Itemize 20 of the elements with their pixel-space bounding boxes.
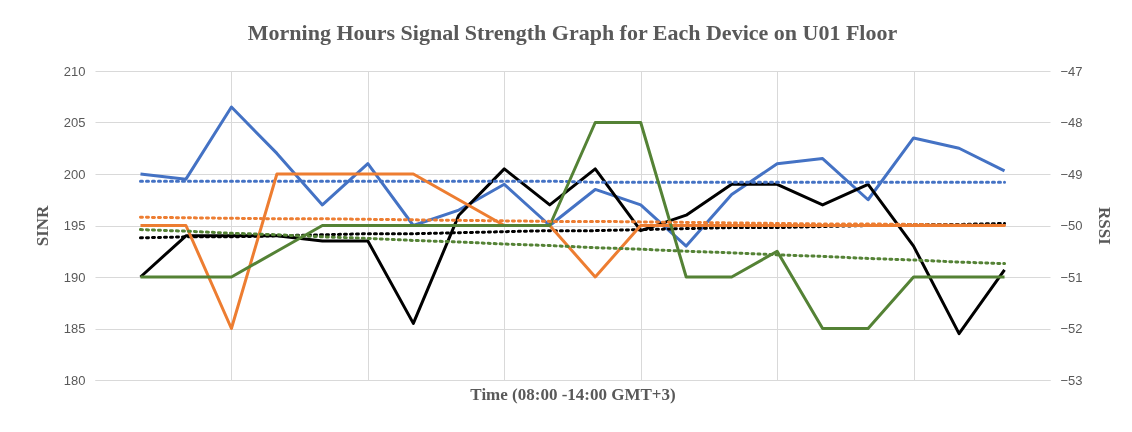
- y2-axis-title: RSSI: [1094, 207, 1114, 246]
- y2-tick-label: −51: [1060, 269, 1083, 285]
- chart-title: Morning Hours Signal Strength Graph for Each Device on U01 Floor: [247, 20, 898, 45]
- x-axis-title: Time (08:00 -14:00 GMT+3): [470, 384, 676, 404]
- y-tick-label: 210: [63, 63, 86, 79]
- y2-tick-label: −49: [1060, 166, 1083, 182]
- y2-tick-label: −48: [1060, 115, 1083, 130]
- y-tick-label: 200: [63, 166, 86, 182]
- y-tick-label: 185: [63, 321, 86, 336]
- y-tick-label: 190: [63, 269, 86, 285]
- y-tick-label: 180: [63, 372, 86, 388]
- y-tick-label: 195: [63, 218, 86, 233]
- y-tick-label: 205: [63, 115, 86, 130]
- y2-tick-label: −52: [1060, 321, 1083, 336]
- y2-tick-label: −47: [1060, 63, 1083, 79]
- y2-tick-label: −50: [1060, 218, 1083, 233]
- line-series: [138, 105, 1007, 248]
- y-axis-title: SINR: [32, 204, 52, 247]
- y2-tick-label: −53: [1060, 372, 1083, 388]
- line-series: [138, 121, 1007, 330]
